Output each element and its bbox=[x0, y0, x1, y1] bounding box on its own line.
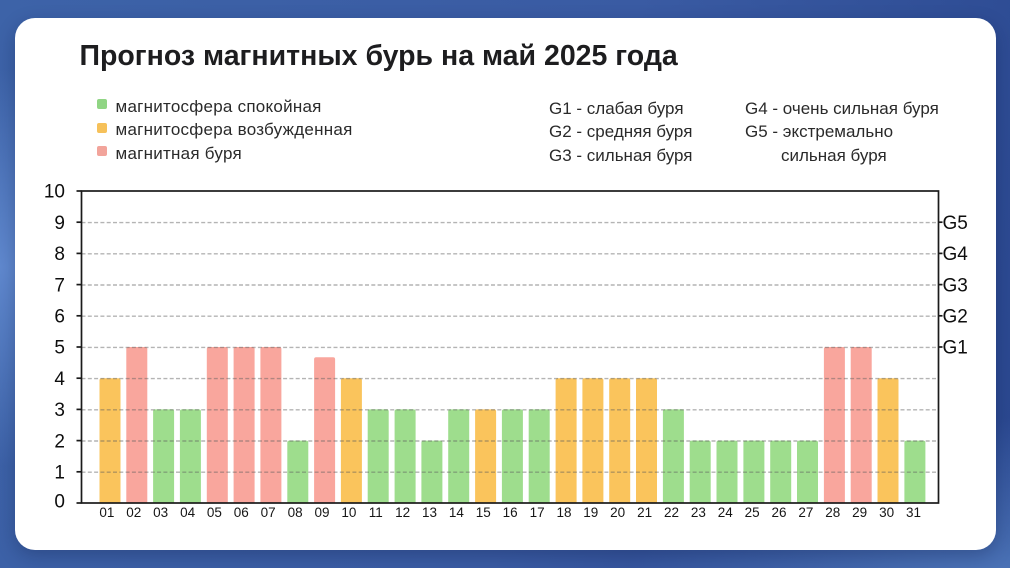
svg-text:10: 10 bbox=[44, 182, 65, 203]
svg-text:2: 2 bbox=[54, 431, 65, 452]
svg-text:17: 17 bbox=[530, 505, 545, 520]
svg-text:1: 1 bbox=[54, 463, 65, 484]
svg-text:05: 05 bbox=[207, 505, 222, 520]
svg-text:G5: G5 bbox=[943, 213, 968, 234]
svg-text:15: 15 bbox=[476, 505, 491, 520]
svg-text:G4: G4 bbox=[943, 244, 969, 265]
svg-text:4: 4 bbox=[54, 369, 65, 390]
svg-text:7: 7 bbox=[54, 275, 65, 296]
svg-text:26: 26 bbox=[771, 505, 786, 520]
svg-text:28: 28 bbox=[825, 505, 840, 520]
svg-text:3: 3 bbox=[54, 400, 65, 421]
svg-text:02: 02 bbox=[126, 505, 141, 520]
svg-text:20: 20 bbox=[610, 505, 625, 520]
svg-text:22: 22 bbox=[664, 505, 679, 520]
svg-text:12: 12 bbox=[395, 505, 410, 520]
svg-text:18: 18 bbox=[556, 505, 571, 520]
svg-text:13: 13 bbox=[422, 505, 437, 520]
svg-text:01: 01 bbox=[99, 505, 114, 520]
svg-text:09: 09 bbox=[314, 505, 329, 520]
svg-text:G3: G3 bbox=[943, 275, 968, 296]
svg-text:29: 29 bbox=[852, 505, 867, 520]
svg-text:0: 0 bbox=[54, 492, 65, 513]
svg-text:07: 07 bbox=[261, 505, 276, 520]
svg-text:19: 19 bbox=[583, 505, 598, 520]
svg-text:10: 10 bbox=[341, 505, 356, 520]
svg-text:G2: G2 bbox=[943, 307, 968, 328]
svg-text:23: 23 bbox=[691, 505, 706, 520]
svg-text:6: 6 bbox=[54, 307, 65, 328]
svg-text:21: 21 bbox=[637, 505, 652, 520]
svg-text:G1: G1 bbox=[943, 338, 968, 359]
svg-text:24: 24 bbox=[718, 505, 734, 520]
svg-text:30: 30 bbox=[879, 505, 894, 520]
svg-text:16: 16 bbox=[503, 505, 518, 520]
svg-text:06: 06 bbox=[234, 505, 249, 520]
svg-text:04: 04 bbox=[180, 505, 196, 520]
svg-text:11: 11 bbox=[369, 505, 383, 520]
svg-text:31: 31 bbox=[906, 505, 921, 520]
svg-text:03: 03 bbox=[153, 505, 168, 520]
svg-text:25: 25 bbox=[745, 505, 760, 520]
svg-text:5: 5 bbox=[54, 338, 65, 359]
svg-text:14: 14 bbox=[449, 505, 465, 520]
svg-text:8: 8 bbox=[54, 244, 65, 265]
svg-text:08: 08 bbox=[288, 505, 303, 520]
svg-text:27: 27 bbox=[798, 505, 813, 520]
svg-text:9: 9 bbox=[54, 213, 65, 234]
